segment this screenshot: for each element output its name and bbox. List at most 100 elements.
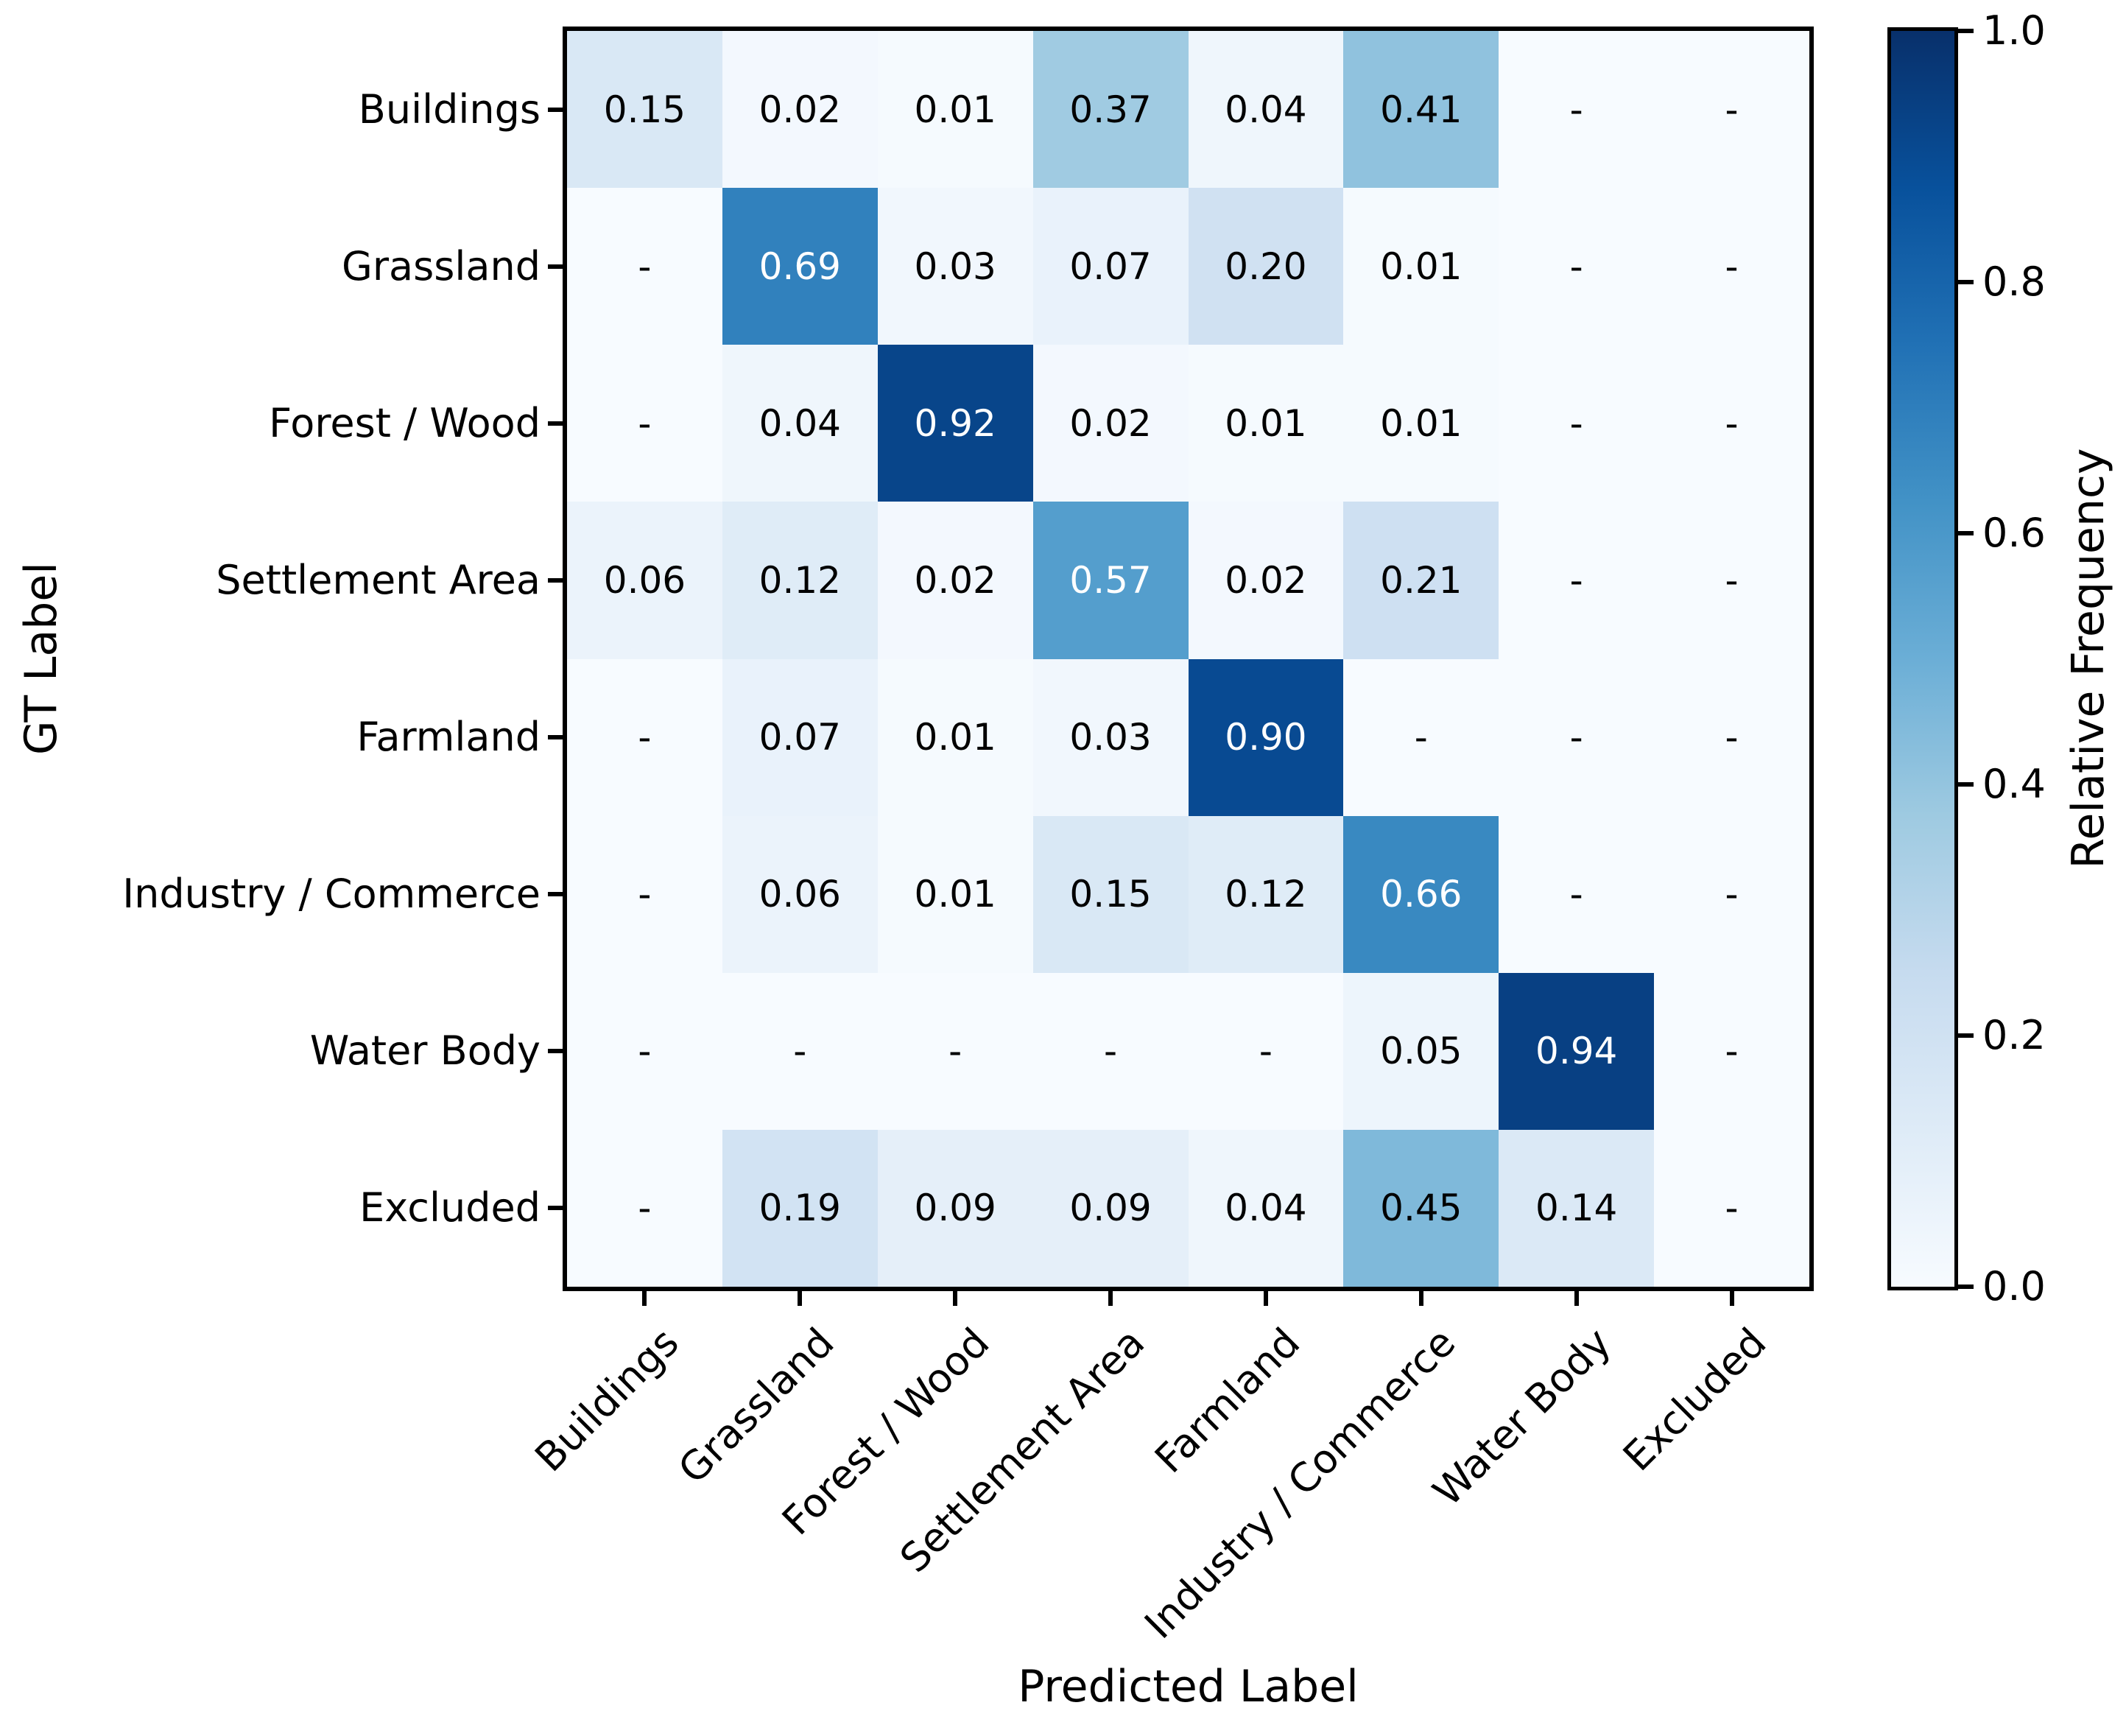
cell-value: -: [1569, 558, 1583, 602]
heatmap-cell: 0.41: [1343, 31, 1499, 189]
heatmap-cell: 0.01: [877, 31, 1033, 189]
heatmap-cell: -: [1654, 1129, 1809, 1287]
heatmap-cell: 0.02: [877, 502, 1033, 659]
colorbar-tick-mark: [1954, 280, 1974, 284]
heatmap-cell: -: [1654, 502, 1809, 659]
heatmap-cell: 0.01: [877, 815, 1033, 973]
colorbar: [1887, 27, 1958, 1290]
cell-value: 0.15: [603, 88, 686, 131]
cell-value: 0.07: [1069, 245, 1152, 288]
heatmap-cell: 0.02: [1032, 345, 1189, 502]
cell-value: -: [638, 401, 652, 445]
y-tick-mark: [548, 264, 567, 269]
heatmap-cell: 0.01: [1343, 345, 1499, 502]
cell-value: 0.05: [1380, 1030, 1462, 1073]
cell-value: 0.06: [603, 558, 686, 602]
heatmap-cell: 0.69: [722, 188, 878, 345]
cell-value: -: [1725, 88, 1739, 131]
y-tick-label: Industry / Commerce: [122, 871, 541, 918]
cell-value: 0.06: [758, 873, 841, 916]
x-tick-label-text: Industry / Commerce: [1136, 1319, 1465, 1648]
heatmap-cell: 0.06: [567, 502, 722, 659]
heatmap-cell: -: [1654, 345, 1809, 502]
x-tick-mark: [1418, 1287, 1423, 1306]
colorbar-tick-label: 0.2: [1982, 1012, 2046, 1058]
x-tick-mark: [1729, 1287, 1734, 1306]
heatmap-cell: -: [722, 972, 878, 1130]
heatmap-cell: 0.03: [1032, 658, 1189, 816]
cell-value: 0.01: [1380, 401, 1462, 445]
heatmap-cell: 0.92: [877, 345, 1033, 502]
y-tick-mark: [548, 421, 567, 426]
y-tick-mark: [548, 735, 567, 740]
heatmap-cell: 0.09: [877, 1129, 1033, 1287]
heatmap-cell: -: [1654, 658, 1809, 816]
cell-value: -: [1259, 1030, 1273, 1073]
cell-value: -: [638, 245, 652, 288]
cell-value: 0.12: [1225, 873, 1307, 916]
heatmap-cell: 0.04: [722, 345, 878, 502]
cell-value: -: [638, 716, 652, 759]
colorbar-tick-label: 1.0: [1982, 7, 2046, 54]
cell-value: 0.41: [1380, 88, 1462, 131]
heatmap-cell: 0.37: [1032, 31, 1189, 189]
heatmap-cell: 0.01: [1188, 345, 1344, 502]
heatmap-cell: -: [567, 658, 722, 816]
x-tick-mark: [1574, 1287, 1579, 1306]
cell-value: -: [1569, 245, 1583, 288]
cell-value: 0.09: [914, 1187, 996, 1230]
y-tick-mark: [548, 1049, 567, 1054]
heatmap-cell: 0.01: [1343, 188, 1499, 345]
cell-value: 0.92: [914, 401, 996, 445]
x-tick-mark: [1263, 1287, 1268, 1306]
heatmap-cell: 0.05: [1343, 972, 1499, 1130]
heatmap-cell: 0.01: [877, 658, 1033, 816]
cell-value: 0.02: [758, 88, 841, 131]
heatmap-cell: 0.06: [722, 815, 878, 973]
heatmap-cell: -: [1654, 972, 1809, 1130]
cell-value: -: [1725, 873, 1739, 916]
x-axis-title: Predicted Label: [1018, 1661, 1359, 1712]
x-tick-label-text: Buildings: [526, 1319, 688, 1481]
heatmap-cell: -: [567, 972, 722, 1130]
heatmap-cell: -: [1499, 815, 1655, 973]
cell-value: 0.94: [1535, 1030, 1618, 1073]
cell-value: -: [638, 1030, 652, 1073]
y-tick-mark: [548, 892, 567, 897]
y-tick-mark: [548, 577, 567, 583]
cell-value: -: [1725, 558, 1739, 602]
cell-value: -: [1725, 1030, 1739, 1073]
heatmap-cell: 0.12: [1188, 815, 1344, 973]
y-tick-label: Excluded: [359, 1184, 541, 1231]
y-tick-label: Buildings: [358, 85, 541, 133]
cell-value: 0.01: [914, 873, 996, 916]
y-tick-mark: [548, 107, 567, 112]
y-axis-title: GT Label: [15, 562, 67, 755]
heatmap-cell: 0.09: [1032, 1129, 1189, 1287]
y-tick-label: Settlement Area: [216, 556, 541, 603]
cell-value: 0.01: [914, 88, 996, 131]
colorbar-title: Relative Frequency: [2063, 448, 2114, 869]
cell-value: 0.01: [914, 716, 996, 759]
cell-value: 0.01: [1380, 245, 1462, 288]
heatmap-cell: 0.94: [1499, 972, 1655, 1130]
cell-value: 0.37: [1069, 88, 1152, 131]
heatmap-cell: 0.02: [1188, 502, 1344, 659]
cell-value: -: [1104, 1030, 1118, 1073]
cell-value: 0.03: [914, 245, 996, 288]
x-tick-label-text: Farmland: [1146, 1319, 1309, 1483]
cell-value: 0.21: [1380, 558, 1462, 602]
heatmap-cell: -: [877, 972, 1033, 1130]
cell-value: -: [1725, 401, 1739, 445]
heatmap-cell: 0.66: [1343, 815, 1499, 973]
colorbar-tick-label: 0.8: [1982, 259, 2046, 305]
colorbar-tick-label: 0.0: [1982, 1263, 2046, 1310]
cell-value: 0.90: [1225, 716, 1307, 759]
cell-value: -: [1725, 1187, 1739, 1230]
heatmap-grid: 0.15 0.02 0.01 0.37 0.04 0.41 - - - 0.69 0.03 0.07 0…: [567, 31, 1809, 1287]
heatmap-cell: -: [567, 1129, 722, 1287]
cell-value: 0.20: [1225, 245, 1307, 288]
heatmap-cell: -: [1188, 972, 1344, 1130]
heatmap-cell: 0.15: [567, 31, 722, 189]
